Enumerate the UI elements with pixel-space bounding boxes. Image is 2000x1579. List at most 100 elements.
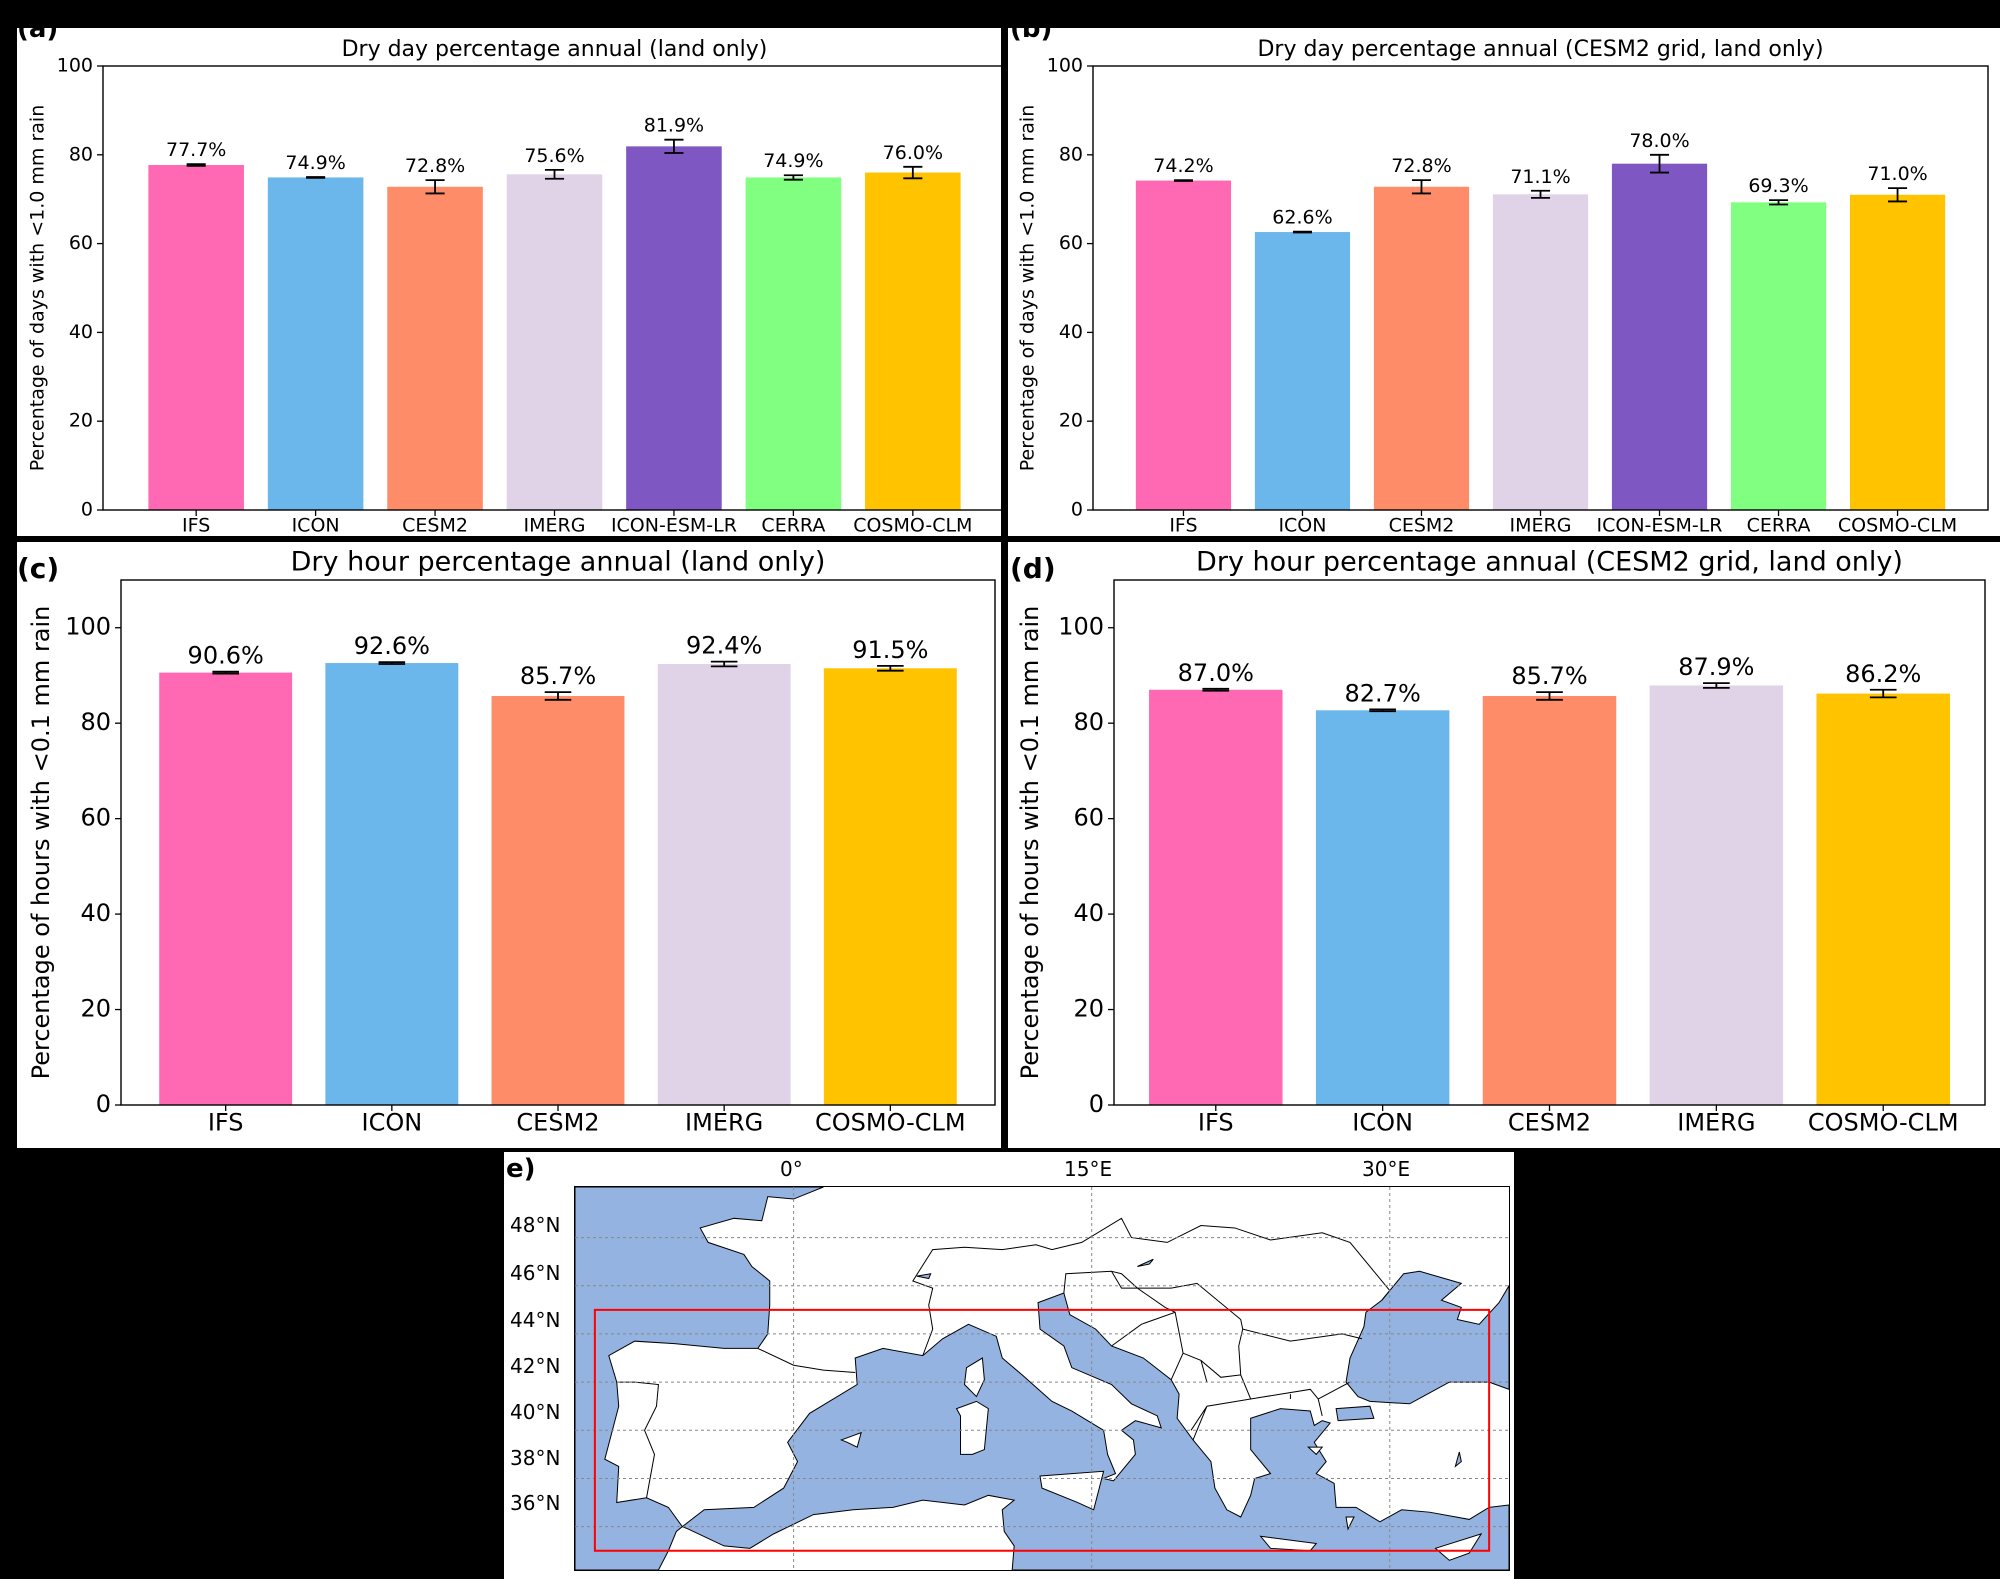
error-bar bbox=[710, 660, 738, 668]
bar-cosmo-clm bbox=[865, 172, 961, 510]
error-bar bbox=[1369, 708, 1396, 713]
bar-ifs bbox=[148, 165, 244, 510]
lon-label-30e: 30°E bbox=[1362, 1157, 1411, 1181]
error-bar bbox=[1703, 682, 1730, 689]
y-tick-label: 100 bbox=[57, 55, 93, 77]
y-tick-label: 0 bbox=[1089, 1090, 1104, 1118]
axes-frame bbox=[1092, 65, 1989, 511]
data-label: 78.0% bbox=[1629, 130, 1689, 152]
x-tick-label: CERRA bbox=[761, 515, 825, 537]
y-tick-label: 20 bbox=[1059, 410, 1083, 432]
data-label: 62.6% bbox=[1272, 207, 1332, 229]
panel-label-d: (d) bbox=[1010, 552, 1056, 585]
bar-cosmo-clm bbox=[823, 668, 957, 1105]
error-bar bbox=[544, 691, 572, 701]
error-bar bbox=[664, 138, 684, 154]
chart-title: Dry hour percentage annual (land only) bbox=[291, 547, 826, 578]
data-label: 85.7% bbox=[1511, 662, 1587, 690]
data-label: 90.6% bbox=[188, 642, 264, 670]
data-label: 81.9% bbox=[644, 115, 704, 137]
y-tick-label: 60 bbox=[69, 232, 93, 254]
x-tick-label: ICON-ESM-LR bbox=[1597, 515, 1723, 537]
panel-label-b: (b) bbox=[1010, 28, 1053, 44]
x-tick-label: CESM2 bbox=[1508, 1109, 1591, 1137]
x-tick-label: ICON bbox=[1352, 1109, 1413, 1137]
lat-label-48n: 48°N bbox=[510, 1213, 561, 1237]
lake-balaton bbox=[1137, 1259, 1153, 1266]
chart-c: Dry hour percentage annual (land only) Pe… bbox=[27, 547, 996, 1137]
y-tick-label: 40 bbox=[69, 321, 93, 343]
y-axis-label: Percentage of days with <1.0 mm rain bbox=[1017, 105, 1039, 472]
y-tick-label: 100 bbox=[65, 613, 111, 641]
lake-tuz bbox=[1455, 1452, 1461, 1466]
panel-e-map: e) 0° 15°E 30°E 48°N 46°N 44°N 42°N 40°N… bbox=[504, 1152, 1514, 1579]
error-bar bbox=[425, 179, 445, 195]
x-tick-label: IFS bbox=[1169, 515, 1197, 537]
y-tick-label: 80 bbox=[80, 708, 111, 736]
bar-charts: Dry day percentage annual (land only) Per… bbox=[27, 37, 1989, 1137]
data-label: 74.9% bbox=[763, 150, 823, 172]
y-tick-label: 20 bbox=[69, 410, 93, 432]
x-tick-label: ICON bbox=[292, 515, 340, 537]
data-label: 72.8% bbox=[405, 155, 465, 177]
error-bar bbox=[544, 168, 565, 180]
bar-icon bbox=[1254, 232, 1351, 510]
data-label: 69.3% bbox=[1748, 175, 1808, 197]
country-borders bbox=[617, 1218, 1390, 1497]
data-label: 77.7% bbox=[166, 139, 226, 161]
chart-title: Dry day percentage annual (land only) bbox=[342, 37, 768, 62]
y-axis-label: Percentage of days with <1.0 mm rain bbox=[27, 105, 49, 472]
x-tick-label: COSMO-CLM bbox=[1838, 515, 1957, 537]
data-label: 87.0% bbox=[1178, 659, 1254, 687]
data-label: 92.6% bbox=[354, 632, 430, 660]
bar-imerg bbox=[506, 174, 603, 510]
bar-cosmo-clm bbox=[1849, 194, 1946, 510]
x-tick-label: ICON-ESM-LR bbox=[611, 515, 737, 537]
black-sea bbox=[1346, 1271, 1509, 1403]
bar-cesm2 bbox=[1373, 186, 1470, 510]
x-tick-label: IFS bbox=[1198, 1109, 1234, 1137]
panel-label-a: (a) bbox=[17, 28, 59, 44]
x-tick-label: IFS bbox=[208, 1109, 244, 1137]
y-tick-label: 60 bbox=[1059, 232, 1083, 254]
map-frame bbox=[574, 1186, 1510, 1571]
x-tick-label: COSMO-CLM bbox=[815, 1109, 966, 1137]
bar-cesm2 bbox=[1482, 695, 1617, 1105]
bar-cerra bbox=[1730, 202, 1827, 511]
y-tick-label: 40 bbox=[1059, 321, 1083, 343]
y-tick-label: 0 bbox=[1071, 499, 1083, 521]
error-bar bbox=[1869, 688, 1897, 699]
error-bar bbox=[186, 163, 206, 167]
data-label: 71.0% bbox=[1867, 163, 1927, 185]
lat-label-36n: 36°N bbox=[510, 1491, 561, 1515]
chart-title: Dry hour percentage annual (CESM2 grid, … bbox=[1196, 547, 1903, 578]
bar-ifs bbox=[1149, 689, 1283, 1105]
x-tick-label: CESM2 bbox=[402, 515, 468, 537]
lon-label-0: 0° bbox=[780, 1157, 803, 1181]
error-bar bbox=[1530, 189, 1551, 199]
chart-d: Dry hour percentage annual (CESM2 grid, … bbox=[1016, 547, 1986, 1137]
error-bar bbox=[1173, 179, 1193, 182]
lat-label-38n: 38°N bbox=[510, 1446, 561, 1470]
bar-imerg bbox=[1649, 685, 1784, 1105]
data-label: 76.0% bbox=[883, 142, 943, 164]
chart-b: Dry day percentage annual (CESM2 grid, l… bbox=[1017, 37, 1989, 537]
bar-ifs bbox=[1135, 180, 1232, 510]
bar-cerra bbox=[745, 177, 842, 510]
island-sicily bbox=[1040, 1471, 1104, 1510]
data-label: 74.2% bbox=[1153, 155, 1213, 177]
data-label: 75.6% bbox=[524, 145, 584, 167]
chart-title: Dry day percentage annual (CESM2 grid, l… bbox=[1257, 37, 1823, 62]
bar-icon bbox=[1315, 710, 1450, 1105]
island-mallorca bbox=[841, 1433, 861, 1447]
x-tick-label: COSMO-CLM bbox=[1808, 1109, 1959, 1137]
bar-icon-esm-lr bbox=[626, 146, 722, 510]
lat-label-42n: 42°N bbox=[510, 1354, 561, 1378]
bar-ifs bbox=[159, 672, 293, 1105]
error-bar bbox=[1769, 199, 1789, 206]
bar-cesm2 bbox=[491, 695, 625, 1105]
data-label: 86.2% bbox=[1845, 660, 1921, 688]
lat-label-44n: 44°N bbox=[510, 1308, 561, 1332]
error-bar bbox=[1536, 691, 1563, 701]
error-bar bbox=[1202, 687, 1230, 692]
